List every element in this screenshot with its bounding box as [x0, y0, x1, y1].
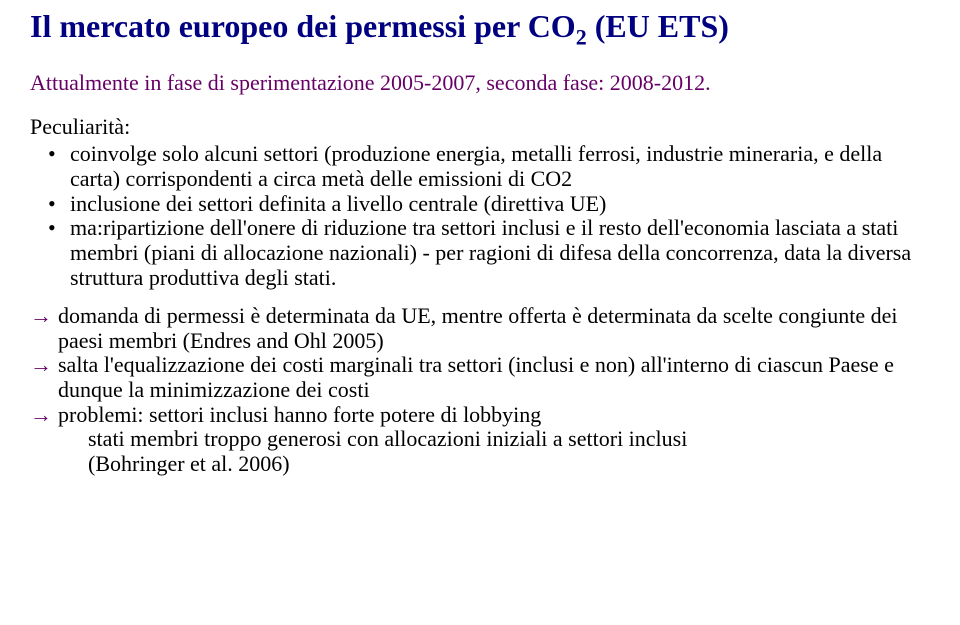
arrow-continuation: stati membri troppo generosi con allocaz… — [30, 427, 930, 452]
list-item: ma:ripartizione dell'onere di riduzione … — [30, 216, 930, 290]
arrow-item: → domanda di permessi è determinata da U… — [30, 304, 930, 353]
bullet-list: coinvolge solo alcuni settori (produzion… — [30, 142, 930, 290]
arrow-item: → salta l'equalizzazione dei costi margi… — [30, 353, 930, 402]
arrow-continuation: (Bohringer et al. 2006) — [30, 452, 930, 477]
subtitle: Attualmente in fase di sperimentazione 2… — [30, 70, 930, 96]
list-item: coinvolge solo alcuni settori (produzion… — [30, 142, 930, 191]
arrow-text: domanda di permessi è determinata da UE,… — [58, 303, 898, 353]
page-title: Il mercato europeo dei permessi per CO2 … — [30, 8, 930, 50]
arrow-item: → problemi: settori inclusi hanno forte … — [30, 403, 930, 428]
arrow-text: problemi: settori inclusi hanno forte po… — [58, 402, 541, 427]
arrow-list: → domanda di permessi è determinata da U… — [30, 304, 930, 476]
title-prefix: Il mercato europeo dei permessi per CO — [30, 8, 576, 44]
arrow-text: salta l'equalizzazione dei costi margina… — [58, 352, 894, 402]
title-suffix: (EU ETS) — [587, 8, 729, 44]
peculiarities-heading: Peculiarità: — [30, 114, 930, 140]
list-item: inclusione dei settori definita a livell… — [30, 192, 930, 217]
title-subscript: 2 — [576, 24, 587, 49]
arrow-icon: → — [30, 304, 52, 329]
arrow-icon: → — [30, 403, 52, 428]
arrow-icon: → — [30, 353, 52, 378]
